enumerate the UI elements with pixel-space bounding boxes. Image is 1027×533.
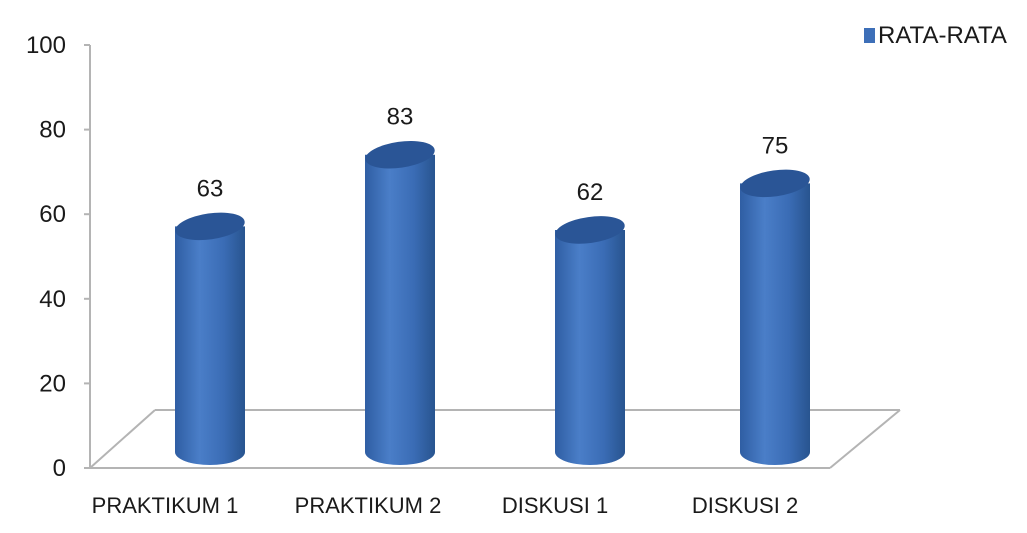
x-tick-label: PRAKTIKUM 1 [92,493,239,518]
bar-4-top [740,169,810,198]
y-ticks: 0 20 40 60 80 100 [26,32,90,482]
bars [175,140,810,465]
legend: RATA-RATA [864,22,1007,49]
bar-3 [555,229,625,465]
x-tick-labels: PRAKTIKUM 1 PRAKTIKUM 2 DISKUSI 1 DISKUSI 2 [92,493,799,518]
data-label: 75 [762,132,789,159]
legend-label: RATA-RATA [878,22,1007,49]
y-tick-label: 100 [26,32,66,59]
bar-1-top [175,212,245,241]
bar-1 [175,226,245,465]
y-tick-label: 0 [53,455,66,482]
floor-right-edge [829,409,901,469]
bar-2 [365,154,435,465]
y-tick-label: 20 [39,370,66,397]
y-tick-label: 60 [39,201,66,228]
data-label: 62 [577,179,604,206]
legend-swatch [864,28,875,43]
axes [89,45,901,469]
bar-3-top [555,216,625,244]
x-tick-label: DISKUSI 2 [692,493,798,518]
bar-4 [740,183,810,465]
data-label: 63 [197,175,224,202]
bar-2-top [365,140,435,169]
y-tick-label: 40 [39,286,66,313]
y-tick-label: 80 [39,117,66,144]
x-tick-label: DISKUSI 1 [502,493,608,518]
floor-left-edge [89,409,156,469]
data-labels: 63 83 62 75 [197,104,789,206]
x-tick-label: PRAKTIKUM 2 [295,493,442,518]
data-label: 83 [387,104,414,131]
